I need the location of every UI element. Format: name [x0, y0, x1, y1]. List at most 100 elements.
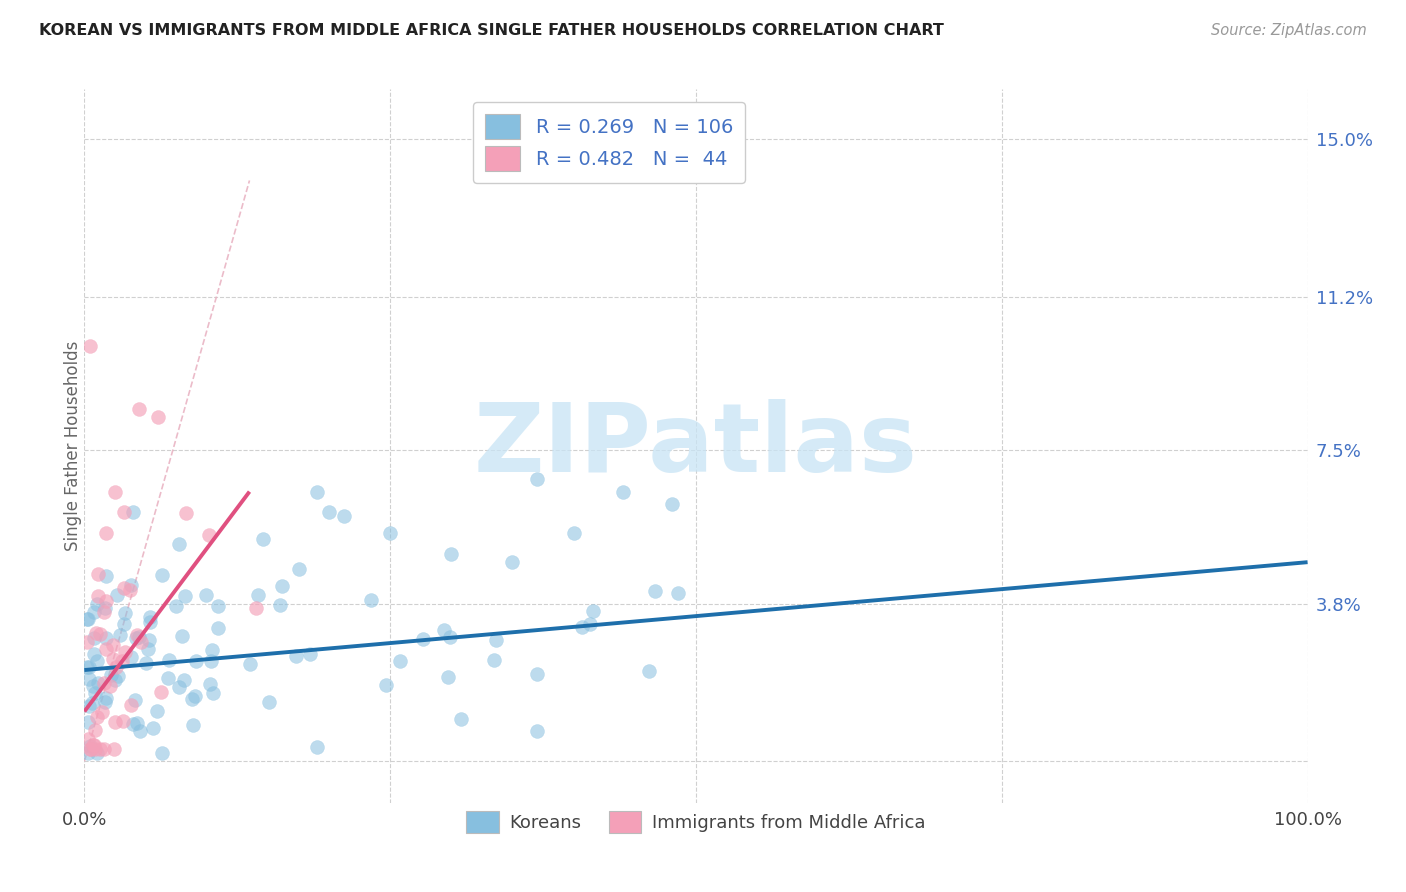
Point: [129, 724, 152, 739]
Point: [120, 650, 142, 665]
Point: [128, 631, 150, 645]
Point: [114, 645, 136, 659]
Point: [360, 593, 382, 607]
Point: [440, 547, 463, 561]
Point: [482, 653, 505, 667]
Y-axis label: Single Father Households: Single Father Households: [65, 341, 82, 551]
Point: [104, 673, 127, 687]
Point: [207, 599, 229, 613]
Point: [142, 721, 165, 735]
Point: [526, 724, 548, 739]
Point: [84, 723, 107, 737]
Point: [82, 738, 104, 752]
Point: [101, 638, 124, 652]
Point: [284, 649, 307, 664]
Point: [89, 627, 111, 641]
Point: [94, 632, 117, 646]
Point: [79, 739, 101, 753]
Point: [150, 746, 173, 760]
Point: [86, 746, 108, 760]
Point: [299, 647, 322, 661]
Point: [121, 717, 143, 731]
Point: [104, 484, 127, 499]
Point: [173, 589, 195, 603]
Point: [84, 686, 107, 700]
Point: [86, 710, 108, 724]
Point: [93, 605, 115, 619]
Point: [638, 664, 661, 678]
Point: [83, 631, 105, 645]
Point: [200, 654, 222, 668]
Point: [111, 654, 134, 668]
Point: [87, 675, 110, 690]
Point: [389, 654, 412, 668]
Point: [110, 628, 132, 642]
Point: [150, 685, 173, 699]
Point: [135, 656, 157, 670]
Point: [84, 742, 107, 756]
Point: [183, 689, 205, 703]
Point: [380, 526, 402, 541]
Point: [502, 555, 524, 569]
Point: [112, 714, 135, 728]
Point: [526, 472, 548, 486]
Point: [450, 712, 472, 726]
Point: [146, 409, 169, 424]
Point: [288, 562, 311, 576]
Point: [76, 660, 98, 674]
Point: [125, 627, 148, 641]
Point: [138, 633, 160, 648]
Point: [91, 706, 114, 720]
Point: [86, 589, 108, 603]
Point: [125, 631, 148, 645]
Point: [104, 715, 127, 730]
Point: [128, 401, 150, 416]
Point: [93, 600, 115, 615]
Point: [184, 654, 207, 668]
Point: [125, 715, 148, 730]
Point: [83, 647, 105, 661]
Legend: Koreans, Immigrants from Middle Africa: Koreans, Immigrants from Middle Africa: [460, 804, 932, 840]
Point: [439, 630, 461, 644]
Point: [138, 642, 160, 657]
Point: [157, 653, 180, 667]
Point: [485, 633, 508, 648]
Point: [165, 599, 187, 613]
Point: [305, 484, 328, 499]
Point: [79, 742, 101, 756]
Point: [76, 612, 98, 626]
Point: [571, 620, 593, 634]
Point: [120, 577, 142, 591]
Point: [112, 617, 135, 632]
Point: [129, 635, 152, 649]
Point: [307, 739, 329, 754]
Point: [156, 671, 179, 685]
Point: [198, 528, 221, 542]
Point: [181, 692, 204, 706]
Point: [200, 676, 222, 690]
Point: [246, 588, 269, 602]
Point: [318, 505, 340, 519]
Point: [94, 569, 117, 583]
Point: [94, 690, 117, 705]
Point: [644, 584, 666, 599]
Point: [80, 742, 103, 756]
Point: [201, 686, 224, 700]
Point: [112, 582, 135, 596]
Point: [412, 632, 434, 647]
Point: [93, 676, 115, 690]
Point: [87, 566, 110, 581]
Point: [77, 672, 100, 686]
Point: [174, 506, 197, 520]
Point: [661, 497, 683, 511]
Point: [201, 643, 224, 657]
Point: [83, 605, 105, 619]
Point: [77, 660, 100, 674]
Point: [195, 588, 218, 602]
Point: [86, 654, 108, 668]
Point: [120, 582, 142, 597]
Point: [114, 606, 136, 620]
Point: [96, 641, 118, 656]
Point: [579, 617, 602, 632]
Point: [83, 739, 105, 753]
